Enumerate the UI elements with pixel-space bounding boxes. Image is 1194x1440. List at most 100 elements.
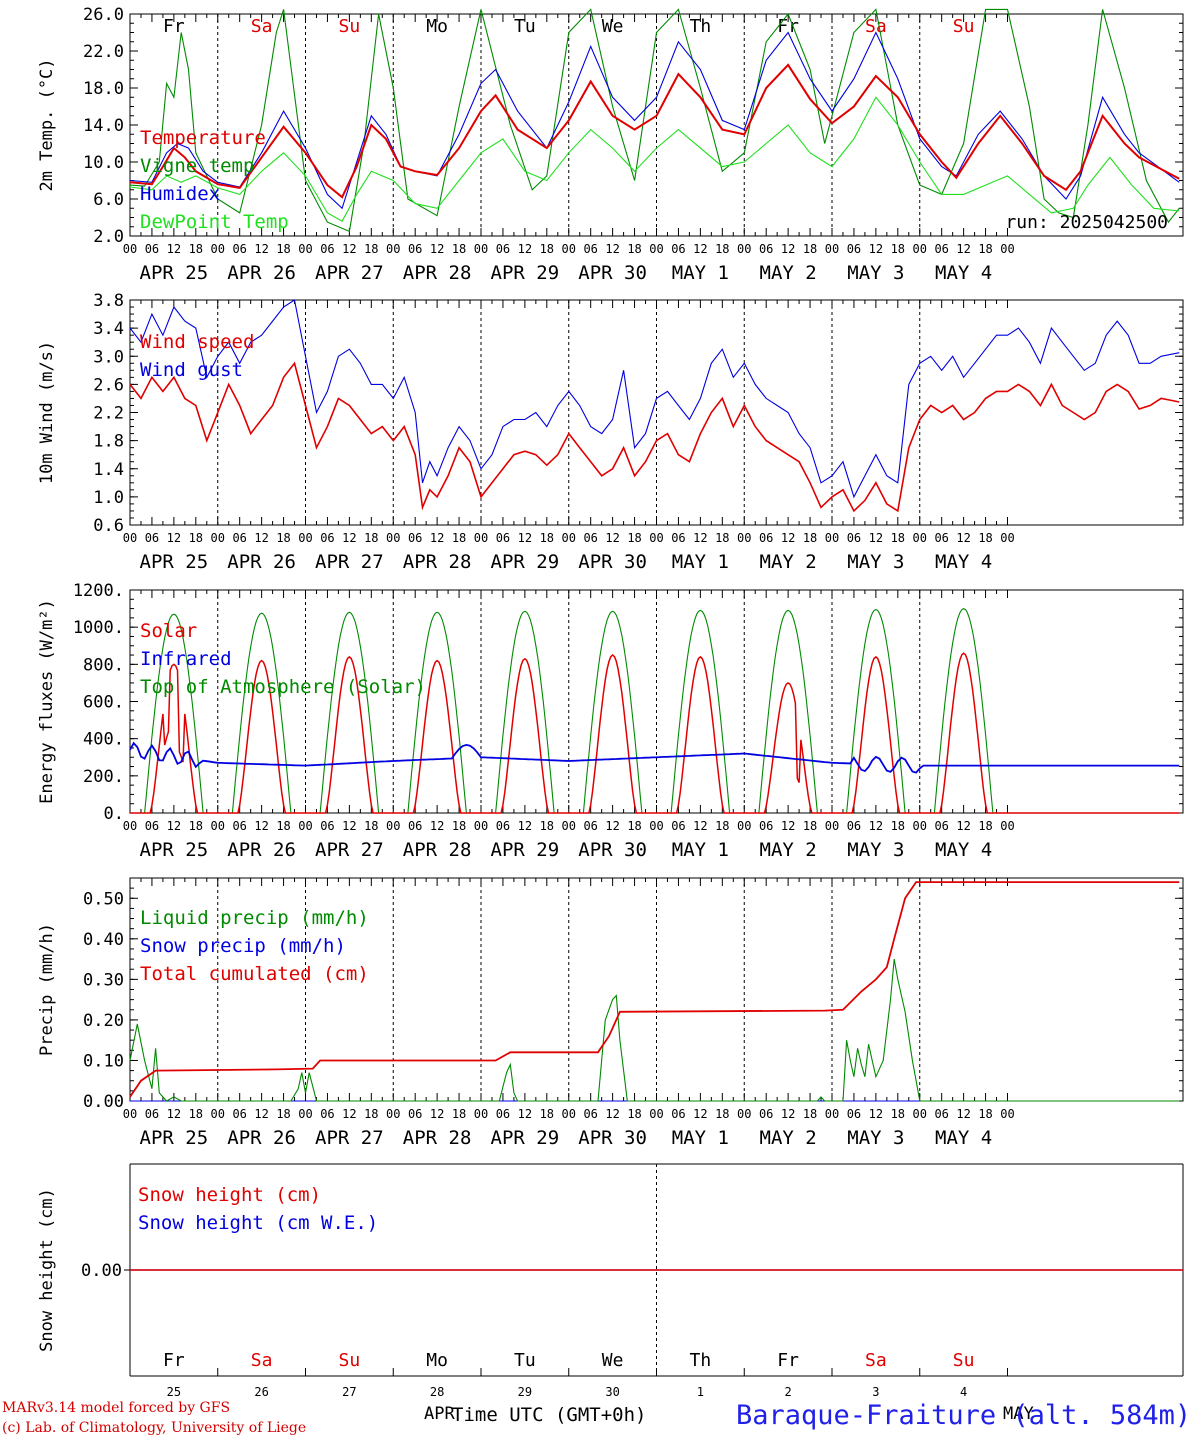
hour-tick-label: 12 bbox=[254, 1107, 268, 1121]
date-label: APR 28 bbox=[403, 551, 472, 573]
hour-tick-label: 06 bbox=[496, 1107, 510, 1121]
date-label: APR 27 bbox=[315, 262, 384, 284]
hour-tick-label: 00 bbox=[825, 242, 839, 256]
y-tick-label: 400. bbox=[83, 730, 124, 750]
plot-frame bbox=[129, 299, 1184, 526]
date-label: MAY 1 bbox=[672, 1127, 729, 1149]
snow-height-panel: 0.00 Snow height (cm) Snow height (cm) Snow… bbox=[37, 1163, 1184, 1399]
hour-tick-label: 00 bbox=[211, 531, 225, 545]
day-number-label: 28 bbox=[430, 1385, 444, 1399]
hour-tick-label: 18 bbox=[540, 1107, 554, 1121]
hour-tick-label: 00 bbox=[649, 1107, 663, 1121]
hour-tick-label: 12 bbox=[430, 531, 444, 545]
hour-tick-label: 00 bbox=[649, 242, 663, 256]
legend-entry: Temperature bbox=[140, 127, 266, 149]
hour-tick-label: 00 bbox=[737, 819, 751, 833]
hour-tick-label: 12 bbox=[869, 1107, 883, 1121]
hour-tick-label: 06 bbox=[671, 819, 685, 833]
weekday-label: Tu bbox=[514, 16, 536, 37]
hour-tick-label: 12 bbox=[605, 531, 619, 545]
hour-tick-label: 00 bbox=[474, 819, 488, 833]
hour-tick-label: 12 bbox=[956, 242, 970, 256]
day-number-label: 2 bbox=[785, 1385, 792, 1399]
y-tick-label: 18.0 bbox=[83, 79, 124, 99]
hour-tick-label: 18 bbox=[978, 819, 992, 833]
legend-entry: DewPoint Temp bbox=[140, 211, 289, 233]
hour-tick-label: 06 bbox=[583, 531, 597, 545]
hour-tick-label: 12 bbox=[342, 531, 356, 545]
date-label: APR 28 bbox=[403, 839, 472, 861]
y-axis-label: Energy fluxes (W/m²) bbox=[37, 599, 57, 804]
hour-tick-label: 12 bbox=[518, 819, 532, 833]
weekday-label: Fr bbox=[163, 1350, 185, 1371]
series-humidex bbox=[129, 31, 1180, 210]
date-label: APR 28 bbox=[403, 1127, 472, 1149]
hour-tick-label: 00 bbox=[474, 531, 488, 545]
y-tick-label: 2.0 bbox=[93, 227, 124, 247]
site-name: Baraque-Fraiture (alt. 584m) bbox=[736, 1400, 1192, 1431]
date-label: APR 26 bbox=[227, 1127, 296, 1149]
legend-entry: Wind speed bbox=[140, 331, 254, 353]
hour-tick-label: 00 bbox=[562, 242, 576, 256]
hour-tick-label: 12 bbox=[167, 531, 181, 545]
hour-tick-label: 12 bbox=[605, 1107, 619, 1121]
legend-entry: Humidex bbox=[140, 183, 220, 205]
hour-tick-label: 12 bbox=[430, 242, 444, 256]
hour-tick-label: 12 bbox=[869, 531, 883, 545]
date-label: APR 26 bbox=[227, 262, 296, 284]
hour-tick-label: 00 bbox=[737, 1107, 751, 1121]
y-tick-label: 800. bbox=[83, 655, 124, 675]
y-tick-label: 3.8 bbox=[93, 291, 124, 311]
date-label: APR 29 bbox=[491, 551, 560, 573]
hour-tick-label: 00 bbox=[386, 1107, 400, 1121]
day-number-label: 30 bbox=[605, 1385, 619, 1399]
hour-tick-label: 18 bbox=[540, 242, 554, 256]
hour-tick-label: 06 bbox=[408, 531, 422, 545]
weekday-label: We bbox=[602, 1350, 624, 1371]
weekday-label: Sa bbox=[251, 1350, 273, 1371]
hour-tick-label: 00 bbox=[123, 242, 137, 256]
weekday-label: Su bbox=[953, 16, 975, 37]
hour-tick-label: 12 bbox=[518, 1107, 532, 1121]
day-number-label: 4 bbox=[960, 1385, 967, 1399]
y-tick-label: 0.20 bbox=[83, 1011, 124, 1031]
legend-entry: Liquid precip (mm/h) bbox=[140, 907, 369, 929]
hour-tick-label: 00 bbox=[825, 1107, 839, 1121]
day-number-label: 3 bbox=[872, 1385, 879, 1399]
hour-tick-label: 06 bbox=[320, 819, 334, 833]
hour-tick-label: 18 bbox=[891, 819, 905, 833]
date-label: MAY 1 bbox=[672, 262, 729, 284]
y-tick-label: 1.4 bbox=[93, 460, 124, 480]
hour-tick-label: 18 bbox=[452, 819, 466, 833]
hour-tick-label: 06 bbox=[847, 242, 861, 256]
legend-entry: Infrared bbox=[140, 648, 232, 670]
hour-tick-label: 18 bbox=[715, 242, 729, 256]
hour-tick-label: 06 bbox=[847, 1107, 861, 1121]
hour-tick-label: 00 bbox=[737, 531, 751, 545]
hour-tick-label: 18 bbox=[891, 242, 905, 256]
day-number-label: 26 bbox=[254, 1385, 268, 1399]
hour-tick-label: 18 bbox=[189, 242, 203, 256]
date-label: MAY 4 bbox=[935, 262, 992, 284]
hour-tick-label: 06 bbox=[934, 242, 948, 256]
hour-tick-label: 12 bbox=[254, 531, 268, 545]
hour-tick-label: 18 bbox=[276, 1107, 290, 1121]
date-label: MAY 2 bbox=[760, 551, 817, 573]
date-label: MAY 3 bbox=[847, 1127, 904, 1149]
date-label: APR 25 bbox=[140, 551, 209, 573]
credit-model: MARv3.14 model forced by GFS bbox=[2, 1400, 231, 1416]
hour-tick-label: 18 bbox=[452, 531, 466, 545]
hour-tick-label: 00 bbox=[1000, 1107, 1014, 1121]
y-tick-label: 1200. bbox=[73, 581, 124, 601]
hour-tick-label: 18 bbox=[364, 1107, 378, 1121]
date-label: APR 30 bbox=[578, 1127, 647, 1149]
legend-entry: Snow precip (mm/h) bbox=[140, 935, 346, 957]
y-axis-label: Snow height (cm) bbox=[37, 1188, 57, 1352]
hour-tick-label: 00 bbox=[649, 531, 663, 545]
hour-tick-label: 06 bbox=[934, 819, 948, 833]
hour-tick-label: 12 bbox=[693, 242, 707, 256]
